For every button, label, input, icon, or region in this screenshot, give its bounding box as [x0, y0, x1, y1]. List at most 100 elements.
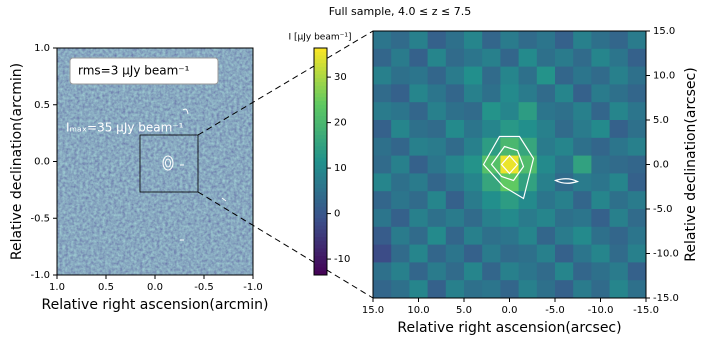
heatmap-cell — [573, 226, 592, 245]
heatmap-cell — [464, 155, 483, 174]
colorbar-band — [314, 259, 327, 265]
heatmap-cell — [591, 31, 610, 50]
heatmap-cell — [482, 244, 501, 263]
colorbar-band — [314, 70, 327, 75]
heatmap-cell — [609, 280, 629, 299]
heatmap-cell — [482, 48, 501, 67]
heatmap-cell — [627, 226, 647, 245]
heatmap-cell — [427, 244, 447, 263]
heatmap-cell — [555, 262, 574, 281]
x-tick-label: -15.0 — [633, 305, 659, 316]
colorbar-band — [314, 244, 327, 250]
colorbar-band — [314, 82, 327, 87]
heatmap-cell — [427, 209, 447, 228]
heatmap-cell — [373, 155, 392, 174]
heatmap-cell — [518, 31, 538, 50]
heatmap-cell — [409, 120, 428, 139]
heatmap-cell — [591, 173, 610, 192]
heatmap-cell — [518, 102, 538, 121]
heatmap-cell — [391, 31, 410, 50]
heatmap-cell — [518, 244, 538, 263]
heatmap-cell — [609, 120, 629, 139]
colorbar-tick-label: 10 — [334, 163, 347, 174]
heatmap-cell — [555, 244, 574, 263]
heatmap-cell — [536, 31, 556, 50]
colorbar-band — [314, 229, 327, 234]
heatmap-cell — [573, 262, 592, 281]
heatmap-cell — [609, 191, 629, 210]
heatmap-cell — [609, 155, 629, 174]
heatmap-cell — [555, 137, 574, 156]
heatmap-cell — [627, 173, 647, 192]
heatmap-cell — [482, 209, 501, 228]
x-tick-label: -0.5 — [194, 282, 214, 293]
heatmap-cell — [373, 173, 392, 192]
heatmap-cell — [391, 173, 410, 192]
y-tick-label: 0.0 — [34, 157, 50, 168]
heatmap-cell — [427, 280, 447, 299]
colorbar-band — [314, 214, 327, 219]
heatmap-cell — [391, 66, 410, 85]
x-tick-label: 15.0 — [362, 305, 384, 316]
colorbar-band — [314, 169, 327, 174]
colorbar-tick-label: 30 — [334, 72, 347, 83]
heatmap-cell — [409, 191, 428, 210]
heatmap-cell — [500, 120, 519, 139]
heatmap-cell — [445, 191, 465, 210]
heatmap-cell — [373, 262, 392, 281]
heatmap-cell — [591, 209, 610, 228]
heatmap-cell — [427, 66, 447, 85]
heatmap-cell — [373, 280, 392, 299]
colorbar-band — [314, 131, 327, 136]
heatmap-cell — [591, 66, 610, 85]
colorbar-band — [314, 191, 327, 197]
zoom-line — [197, 30, 374, 136]
heatmap-cell — [555, 191, 574, 210]
heatmap-cell — [555, 209, 574, 228]
heatmap-cell — [555, 66, 574, 85]
heatmap-cell — [482, 84, 501, 103]
heatmap-cell — [591, 48, 610, 67]
heatmap-cell — [500, 137, 519, 156]
y-tick-label: 0.0 — [653, 160, 669, 171]
colorbar-band — [314, 256, 327, 261]
colorbar-band — [314, 116, 327, 121]
heatmap-cell — [627, 155, 647, 174]
heatmap-cell — [391, 191, 410, 210]
colorbar-band — [314, 157, 327, 162]
heatmap-cell — [609, 48, 629, 67]
heatmap-cell — [482, 262, 501, 281]
heatmap-cell — [409, 84, 428, 103]
colorbar-band — [314, 271, 327, 276]
heatmap-cell — [518, 120, 538, 139]
heatmap-cell — [482, 137, 501, 156]
heatmap-cell — [391, 280, 410, 299]
heatmap-cell — [427, 137, 447, 156]
heatmap-cell — [373, 31, 392, 50]
heatmap-cell — [427, 84, 447, 103]
heatmap-cell — [464, 262, 483, 281]
y-tick-label: -5.0 — [653, 204, 673, 215]
heatmap-cell — [627, 191, 647, 210]
contour — [490, 145, 525, 182]
heatmap-cell — [573, 102, 592, 121]
heatmap-cell — [518, 191, 538, 210]
heatmap-cell — [445, 31, 465, 50]
heatmap-cell — [500, 226, 519, 245]
contour — [482, 135, 535, 200]
heatmap-cell — [373, 226, 392, 245]
x-axis-label: Relative right ascension(arcmin) — [42, 297, 269, 313]
heatmap-cell — [518, 66, 538, 85]
heatmap-cell — [573, 137, 592, 156]
colorbar-band — [314, 150, 327, 155]
heatmap-cell — [555, 120, 574, 139]
heatmap-cell — [536, 155, 556, 174]
heatmap-cell — [591, 280, 610, 299]
heatmap-cell — [409, 244, 428, 263]
heatmap-cell — [391, 226, 410, 245]
heatmap-cell — [555, 226, 574, 245]
y-tick-label: 0.5 — [34, 100, 50, 111]
y-tick-label: -10.0 — [653, 249, 679, 260]
heatmap-cell — [409, 66, 428, 85]
heatmap-cell — [373, 48, 392, 67]
